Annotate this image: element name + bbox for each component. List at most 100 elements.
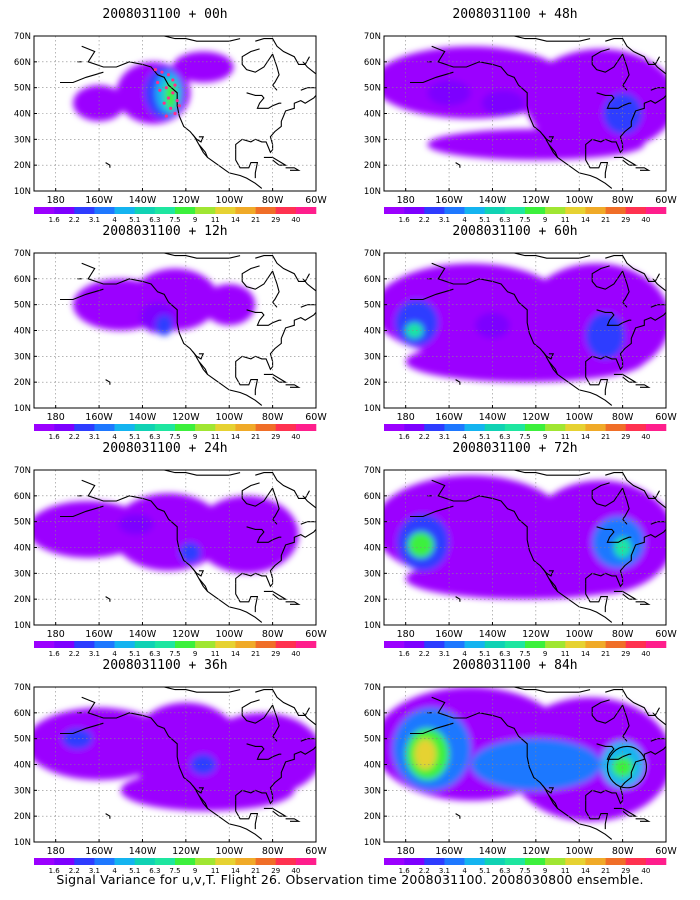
- longitude-tick-label: 160W: [435, 629, 463, 640]
- coastline: [650, 712, 666, 742]
- colorbar-swatch: [444, 207, 465, 214]
- latitude-tick-label: 70N: [14, 32, 31, 42]
- colorbar-level-label: 6.3: [499, 867, 510, 874]
- latitude-tick-label: 70N: [364, 249, 381, 259]
- colorbar-level-label: 4: [112, 433, 117, 440]
- coastline: [613, 373, 638, 383]
- variance-contour: [118, 513, 154, 535]
- colorbar-level-label: 5.1: [129, 867, 140, 874]
- coastline: [455, 596, 461, 602]
- colorbar-level-label: 7.5: [519, 650, 530, 657]
- colorbar-swatch: [464, 207, 486, 214]
- coastline: [164, 36, 241, 42]
- colorbar-level-label: 5.1: [479, 216, 490, 223]
- colorbar-level-label: 14: [581, 867, 590, 874]
- colorbar-level-label: 4: [462, 867, 467, 874]
- coastline: [621, 704, 630, 742]
- coastline: [285, 601, 301, 605]
- coastline: [255, 38, 310, 65]
- colorbar-level-label: 1.6: [399, 650, 411, 657]
- colorbar-level-label: 6.3: [149, 433, 160, 440]
- latitude-tick-label: 20N: [14, 595, 31, 605]
- observation-point: [164, 114, 168, 118]
- coastline: [81, 479, 263, 623]
- colorbar-swatch: [255, 858, 277, 865]
- map-panel: 2008031100 + 36h 70N 60N 50N 40N 30N 20N 10N 180…: [0, 657, 330, 874]
- coastline: [455, 379, 461, 385]
- variance-contour: [394, 299, 439, 346]
- latitude-tick-label: 70N: [14, 683, 31, 693]
- colorbar-level-label: 29: [621, 867, 630, 874]
- longitude-tick-label: 140W: [479, 629, 507, 640]
- colorbar-level-label: 29: [621, 216, 630, 223]
- coastline: [455, 813, 461, 819]
- latitude-tick-label: 20N: [364, 161, 381, 171]
- longitude-tick-label: 80W: [262, 629, 284, 640]
- coastline: [605, 472, 660, 499]
- colorbar-swatch: [34, 641, 55, 648]
- coastline: [198, 795, 208, 809]
- coastline: [271, 487, 280, 525]
- colorbar-swatch: [154, 641, 176, 648]
- colorbar: 1.6 2.2 3.1 4 5.1 6.3 7.5 9 11 14 21 29 40: [384, 641, 667, 657]
- longitude-tick-label: 140W: [129, 629, 157, 640]
- colorbar: 1.6 2.2 3.1 4 5.1 6.3 7.5 9 11 14 21 29 40: [384, 424, 667, 440]
- colorbar-level-label: 3.1: [439, 867, 450, 874]
- longitude-tick-label: 160W: [85, 412, 113, 423]
- longitude-tick-label: 60W: [305, 412, 327, 423]
- colorbar-swatch: [605, 858, 627, 865]
- longitude-tick-label: 100W: [215, 629, 243, 640]
- longitude-tick-label: 100W: [565, 629, 593, 640]
- colorbar-level-label: 6.3: [499, 433, 510, 440]
- colorbar-swatch: [175, 641, 196, 648]
- colorbar-level-label: 9: [193, 216, 197, 223]
- observation-point: [158, 88, 162, 92]
- longitude-tick-label: 80W: [612, 846, 634, 857]
- longitude-tick-label: 100W: [565, 195, 593, 206]
- coastline: [596, 743, 632, 760]
- coastline: [585, 529, 666, 588]
- observation-point: [173, 83, 177, 87]
- colorbar-swatch: [275, 641, 297, 648]
- colorbar-level-label: 5.1: [479, 867, 490, 874]
- colorbar-level-label: 11: [211, 433, 220, 440]
- variance-contour: [414, 738, 437, 770]
- colorbar-level-label: 7.5: [169, 216, 180, 223]
- latitude-tick-label: 50N: [364, 301, 381, 311]
- latitude-tick-label: 50N: [14, 735, 31, 745]
- colorbar-level-label: 3.1: [439, 433, 450, 440]
- colorbar-swatch: [605, 424, 627, 431]
- variance-contour: [203, 284, 256, 326]
- colorbar-level-label: 29: [621, 650, 630, 657]
- coastline: [198, 578, 208, 592]
- coastline: [235, 149, 259, 179]
- coastline: [235, 529, 316, 588]
- latitude-tick-label: 20N: [364, 378, 381, 388]
- colorbar-swatch: [565, 858, 586, 865]
- colorbar-swatch: [275, 424, 297, 431]
- colorbar-swatch: [154, 207, 176, 214]
- colorbar-swatch: [504, 424, 526, 431]
- longitude-tick-label: 120W: [172, 629, 200, 640]
- colorbar-level-label: 6.3: [149, 650, 160, 657]
- colorbar: 1.6 2.2 3.1 4 5.1 6.3 7.5 9 11 14 21 29 40: [34, 207, 317, 223]
- colorbar-swatch: [94, 641, 115, 648]
- coastline: [635, 601, 651, 605]
- latitude-tick-label: 70N: [14, 249, 31, 259]
- colorbar-level-label: 4: [112, 650, 117, 657]
- coastline: [585, 149, 609, 179]
- coastline: [285, 818, 301, 822]
- coastline: [596, 92, 632, 109]
- coastline: [300, 495, 316, 525]
- target-region-circle: [606, 745, 648, 789]
- map-plot: 70N 60N 50N 40N 30N 20N 10N 180 160W 140W 120W 100W…: [14, 683, 328, 874]
- panel-title: 2008031100 + 72h: [452, 441, 578, 456]
- longitude-tick-label: 100W: [565, 846, 593, 857]
- colorbar-level-label: 7.5: [169, 867, 180, 874]
- colorbar-swatch: [255, 641, 277, 648]
- colorbar-swatch: [275, 858, 297, 865]
- coastline: [591, 265, 624, 290]
- colorbar-level-label: 3.1: [89, 433, 100, 440]
- coastline: [105, 162, 111, 168]
- colorbar-level-label: 2.2: [419, 867, 430, 874]
